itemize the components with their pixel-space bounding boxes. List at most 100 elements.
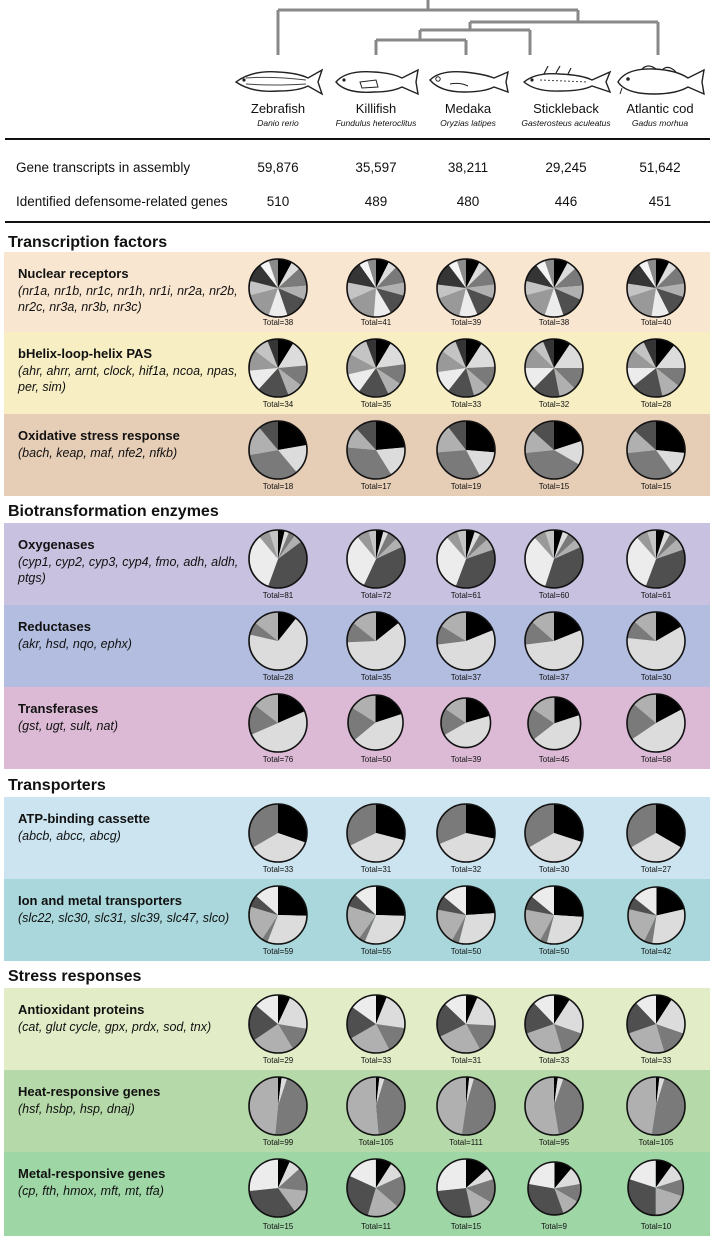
pie-slice (437, 1159, 466, 1192)
category-band-bhelix-loop-helix-pas: bHelix-loop-helix PAS (ahr, ahrr, arnt, c… (4, 332, 710, 414)
pie-outline (524, 420, 584, 480)
pie-slice (376, 447, 405, 475)
pie-chart-nuclear-receptors-stickleback (524, 258, 584, 318)
pie-slice (627, 430, 656, 454)
pie-outline (248, 803, 308, 863)
pie-slice (349, 288, 376, 317)
pie-total-label: Total=39 (450, 755, 482, 764)
pie-total-label: Total=28 (262, 673, 294, 682)
pie-slice (636, 531, 656, 559)
pie-slice (525, 537, 554, 587)
pie-slice (643, 914, 656, 944)
pie-slice (533, 341, 554, 368)
pie-slice (443, 886, 466, 915)
pie-slice (461, 1078, 495, 1135)
pie-slice (376, 530, 389, 559)
pie-slice (367, 1187, 398, 1217)
pie-outline (248, 885, 308, 945)
pie-chart-reductases-zebrafish (248, 611, 308, 671)
pie-slice (525, 265, 554, 288)
pie-slice (249, 536, 278, 587)
pie-slice (278, 1077, 288, 1106)
pie-outline (626, 885, 686, 945)
pie-slice (258, 368, 289, 397)
pie-total-label: Total=15 (538, 482, 570, 491)
pie-slice (249, 705, 278, 735)
gene-transcripts-value: 35,597 (355, 160, 397, 175)
pie-slice (376, 1078, 405, 1135)
pie-slice (278, 1159, 290, 1188)
pie-slice (278, 530, 285, 559)
pie-outline (526, 1160, 582, 1216)
pie-outline (248, 420, 308, 480)
pie-slice (656, 1077, 660, 1106)
gene-transcripts-value: 38,211 (447, 160, 489, 175)
pie-slice (532, 612, 554, 641)
pie-slice (448, 421, 466, 450)
pie-outline (248, 611, 308, 671)
pie-slice (278, 1077, 282, 1106)
pie-slice (466, 421, 495, 453)
pie-slice (655, 1179, 684, 1197)
pie-total-label: Total=59 (262, 947, 294, 956)
pie-total-label: Total=72 (360, 591, 392, 600)
pie-chart-heat-responsive-genes-zebrafish (248, 1076, 308, 1136)
category-gene-list: (gst, ugt, sult, nat) (18, 719, 119, 733)
category-gene-list: (akr, hsd, nqo, ephx) (18, 637, 132, 651)
pie-chart-ion-and-metal-transporters-medaka (436, 885, 496, 945)
pie-total-label: Total=41 (360, 318, 392, 327)
pie-chart-bhelix-loop-helix-pas-zebrafish (248, 338, 308, 398)
pie-slice (352, 995, 376, 1024)
pie-chart-antioxidant-proteins-atlantic-cod (626, 994, 686, 1054)
pie-slice (376, 267, 405, 288)
pie-slice (249, 450, 297, 479)
phylogenetic-tree (276, 0, 660, 55)
pie-slice (627, 283, 656, 297)
category-gene-list: (cp, fth, hmox, mft, mt, tfa) (18, 1184, 164, 1198)
pie-slice (278, 268, 307, 288)
pie-chart-bhelix-loop-helix-pas-atlantic-cod (626, 338, 686, 398)
pie-total-label: Total=61 (450, 591, 482, 600)
category-band-atp-binding-cassette: ATP-binding cassette (abcb, abcc, abcg) To… (4, 797, 710, 879)
pie-slice (554, 804, 583, 842)
category-gene-list: (slc22, slc30, slc31, slc39, slc47, slco… (18, 911, 230, 925)
pie-slice (527, 708, 554, 740)
pie-slice (528, 833, 582, 862)
killifish-icon (335, 68, 419, 96)
pie-slice (634, 421, 656, 450)
pie-total-label: Total=105 (358, 1138, 394, 1147)
pie-total-label: Total=15 (262, 1222, 294, 1231)
pie-slice (656, 368, 685, 387)
pie-slice (367, 259, 376, 288)
pie-slice (527, 1161, 554, 1188)
pie-slice (376, 612, 399, 641)
pie-slice (554, 1078, 583, 1135)
pie-outline (248, 258, 308, 318)
pie-chart-metal-responsive-genes-atlantic-cod (627, 1159, 685, 1217)
pie-outline (626, 338, 686, 398)
pie-total-label: Total=55 (360, 947, 392, 956)
pie-total-label: Total=50 (450, 947, 482, 956)
pie-slice (631, 709, 685, 752)
pie-slice (466, 530, 475, 559)
pie-slice (356, 421, 376, 450)
pie-slice (256, 886, 278, 915)
category-title: Heat-responsive genes (18, 1084, 161, 1099)
pie-slice (249, 1188, 296, 1217)
pie-slice (553, 533, 576, 559)
pie-slice (363, 546, 405, 588)
pie-slice (347, 906, 376, 939)
category-band-nuclear-receptors: Nuclear receptors (nr1a, nr1b, nr1c, nr1h… (4, 252, 710, 332)
pie-slice (554, 339, 571, 368)
pie-slice (438, 288, 466, 317)
pie-outline (626, 420, 686, 480)
pie-slice (278, 1168, 307, 1192)
pie-chart-reductases-medaka (436, 611, 496, 671)
pie-total-label: Total=33 (262, 865, 294, 874)
pie-outline (347, 694, 405, 752)
pie-slice (347, 536, 376, 586)
pie-total-label: Total=15 (450, 1222, 482, 1231)
pie-outline (346, 803, 406, 863)
category-title: Ion and metal transporters (18, 893, 182, 908)
pie-slice (278, 804, 307, 843)
